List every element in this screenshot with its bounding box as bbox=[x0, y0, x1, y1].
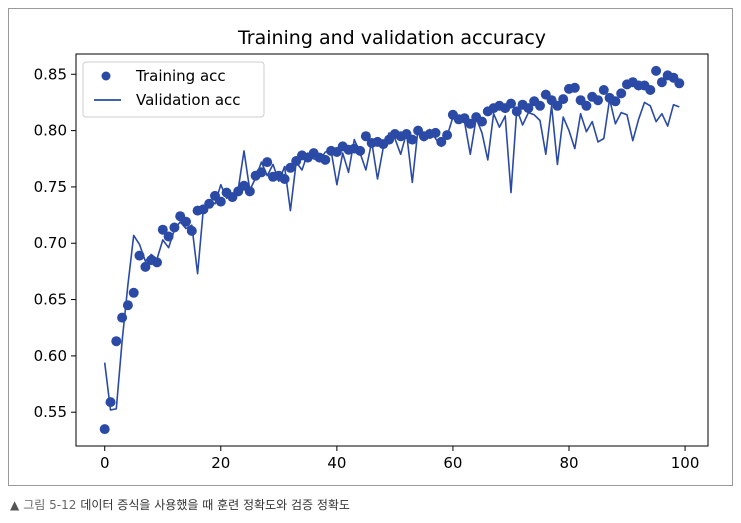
figure-number: 그림 5-12 bbox=[23, 498, 77, 512]
x-tick-label: 80 bbox=[559, 454, 578, 472]
training-acc-point bbox=[511, 106, 522, 117]
training-acc-point bbox=[355, 145, 366, 156]
training-acc-point bbox=[215, 196, 226, 207]
training-acc-point bbox=[134, 250, 145, 261]
training-acc-point bbox=[157, 224, 168, 235]
x-tick-label: 100 bbox=[671, 454, 700, 472]
training-acc-point bbox=[279, 174, 290, 184]
training-acc-point bbox=[140, 261, 151, 272]
training-acc-point bbox=[285, 162, 296, 173]
training-acc-point bbox=[244, 186, 255, 197]
chart-title: Training and validation accuracy bbox=[237, 27, 546, 49]
training-acc-point bbox=[436, 136, 447, 147]
y-axis: 0.55 0.60 0.65 0.70 0.75 0.80 0.85 bbox=[34, 65, 76, 421]
training-acc-point bbox=[262, 157, 273, 168]
training-acc-point bbox=[477, 116, 487, 127]
training-acc-point bbox=[163, 231, 174, 242]
legend-box bbox=[82, 61, 265, 118]
legend: Training acc Validation acc bbox=[82, 61, 265, 118]
training-acc-point bbox=[117, 312, 128, 323]
y-tick-label: 0.80 bbox=[34, 122, 67, 140]
training-acc-point bbox=[442, 130, 453, 141]
x-tick-label: 60 bbox=[443, 454, 462, 472]
triangle-icon: ▲ bbox=[10, 498, 20, 512]
training-acc-point bbox=[152, 257, 162, 268]
figure-caption: ▲ 그림 5-12 데이터 증식을 사용했을 때 훈련 정확도와 검증 정확도 bbox=[10, 496, 350, 513]
caption-text: 데이터 증식을 사용했을 때 훈련 정확도와 검증 정확도 bbox=[80, 498, 350, 512]
training-acc-point bbox=[645, 85, 656, 95]
y-tick-label: 0.60 bbox=[34, 347, 67, 365]
figure-frame: Training and validation accuracy 0 20 40 60… bbox=[8, 8, 733, 486]
training-acc-point bbox=[581, 100, 592, 111]
training-acc-point bbox=[558, 94, 569, 105]
training-acc-point bbox=[598, 85, 609, 95]
training-acc-point bbox=[523, 103, 534, 114]
training-acc-point bbox=[320, 154, 331, 165]
x-tick-label: 0 bbox=[100, 454, 110, 472]
y-tick-label: 0.65 bbox=[34, 291, 67, 309]
training-acc-point bbox=[430, 127, 441, 138]
training-acc-point bbox=[105, 397, 116, 408]
training-acc-point bbox=[465, 118, 476, 129]
legend-label-training: Training acc bbox=[135, 67, 226, 85]
x-axis: 0 20 40 60 80 100 bbox=[100, 446, 699, 472]
training-acc-point bbox=[610, 96, 621, 107]
training-acc-point bbox=[181, 216, 191, 227]
legend-marker-training bbox=[101, 71, 111, 81]
training-acc-point bbox=[674, 78, 685, 89]
legend-label-validation: Validation acc bbox=[136, 91, 241, 109]
training-acc-point bbox=[360, 131, 371, 142]
training-acc-point bbox=[535, 100, 545, 111]
training-acc-point bbox=[656, 77, 667, 88]
training-acc-point bbox=[552, 100, 563, 111]
training-acc-point bbox=[407, 134, 418, 145]
training-acc-point bbox=[99, 424, 110, 435]
training-acc-point bbox=[616, 88, 627, 99]
training-acc-point bbox=[204, 198, 215, 209]
training-acc-point bbox=[593, 95, 603, 106]
training-acc-point bbox=[111, 336, 122, 347]
y-tick-label: 0.85 bbox=[34, 65, 67, 83]
training-acc-point bbox=[506, 98, 516, 109]
series-training-acc-dots bbox=[99, 65, 685, 435]
training-acc-point bbox=[128, 287, 139, 298]
training-acc-point bbox=[186, 225, 197, 236]
x-tick-label: 20 bbox=[211, 454, 230, 472]
y-tick-label: 0.55 bbox=[34, 403, 67, 421]
training-acc-point bbox=[651, 65, 662, 76]
training-acc-point bbox=[569, 82, 580, 93]
accuracy-chart: Training and validation accuracy 0 20 40 60… bbox=[34, 27, 709, 472]
y-tick-label: 0.70 bbox=[34, 234, 67, 252]
x-tick-label: 40 bbox=[327, 454, 346, 472]
plot-area bbox=[75, 53, 709, 447]
y-tick-label: 0.75 bbox=[34, 178, 67, 196]
training-acc-point bbox=[122, 300, 133, 311]
series-validation-acc-line bbox=[103, 98, 680, 411]
training-acc-point bbox=[256, 167, 267, 178]
training-acc-point bbox=[169, 222, 180, 233]
